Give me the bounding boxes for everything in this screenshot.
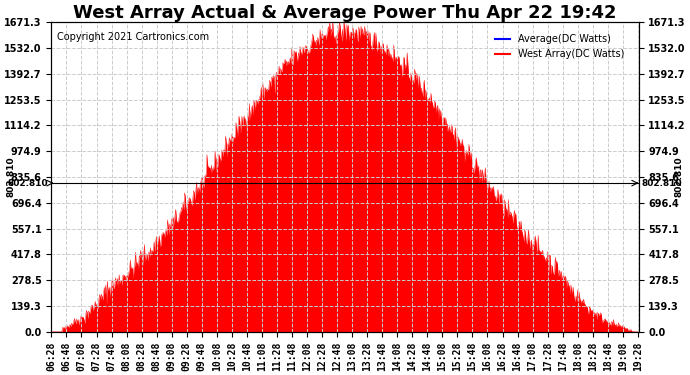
Text: Copyright 2021 Cartronics.com: Copyright 2021 Cartronics.com	[57, 32, 209, 42]
Text: 802.810: 802.810	[674, 157, 683, 197]
Text: 802.810: 802.810	[642, 178, 682, 188]
Text: 802.810: 802.810	[8, 178, 48, 188]
Title: West Array Actual & Average Power Thu Apr 22 19:42: West Array Actual & Average Power Thu Ap…	[73, 4, 617, 22]
Legend: Average(DC Watts), West Array(DC Watts): Average(DC Watts), West Array(DC Watts)	[491, 30, 628, 63]
Text: 802.810: 802.810	[7, 157, 16, 197]
